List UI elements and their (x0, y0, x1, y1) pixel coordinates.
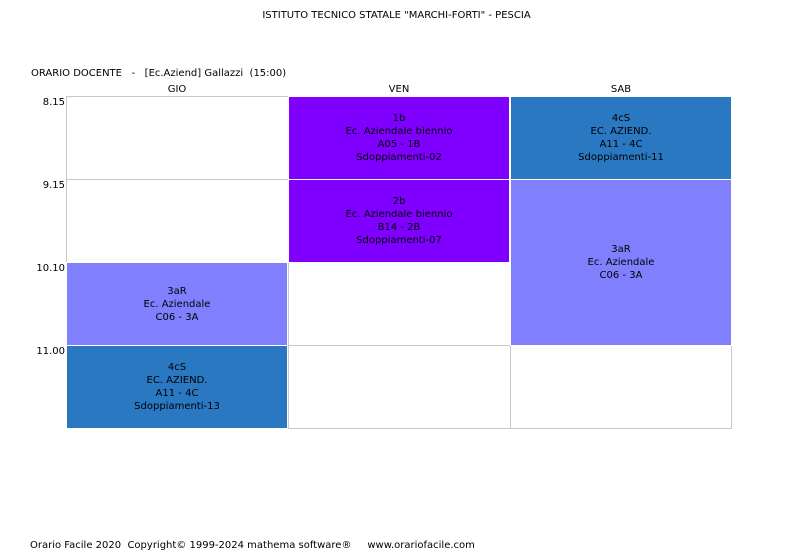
day-header-gio: GIO (167, 84, 187, 95)
footer-copyright: Orario Facile 2020 Copyright© 1999-2024 … (30, 540, 475, 551)
lesson-room: C06 - 3A (599, 270, 643, 281)
lesson-subject: Ec. Aziendale biennio (345, 209, 453, 220)
lesson-class: 3aR (167, 285, 187, 297)
lesson-class: 2b (392, 196, 406, 207)
lesson-gio-3[interactable]: 3aR Ec. Aziendale C06 - 3A (66, 262, 288, 346)
teacher-schedule-title: ORARIO DOCENTE - [Ec.Aziend] Gallazzi (1… (31, 68, 287, 79)
lesson-group: Sdoppiamenti-13 (134, 401, 220, 412)
lesson-class: 1b (392, 113, 406, 124)
lesson-sab-2[interactable]: 3aR Ec. Aziendale C06 - 3A (510, 179, 732, 346)
lesson-room: B14 - 2B (377, 222, 421, 233)
lesson-room: A05 - 1B (377, 139, 421, 150)
lesson-room: A11 - 4C (155, 388, 199, 399)
lesson-class: 4cS (167, 362, 187, 373)
time-label-3: 10.10 (36, 263, 65, 274)
lesson-ven-2[interactable]: 2b Ec. Aziendale biennio B14 - 2B Sdoppi… (288, 179, 510, 263)
lesson-group: Sdoppiamenti-02 (356, 152, 442, 163)
grid-line-row (66, 345, 732, 346)
lesson-class: 4cS (611, 113, 631, 124)
day-header-sab: SAB (610, 84, 632, 95)
time-label-4: 11.00 (36, 346, 65, 357)
lesson-subject: Ec. Aziendale biennio (345, 126, 453, 137)
lesson-sab-1[interactable]: 4cS EC. AZIEND. A11 - 4C Sdoppiamenti-11 (510, 96, 732, 180)
day-header-ven: VEN (388, 84, 410, 95)
lesson-class: 3aR (611, 244, 631, 255)
time-label-1: 8.15 (42, 97, 65, 108)
lesson-room: C06 - 3A (155, 311, 199, 323)
lesson-room: A11 - 4C (599, 139, 643, 150)
time-label-2: 9.15 (42, 180, 65, 191)
lesson-subject: Ec. Aziendale (143, 298, 211, 310)
lesson-group: Sdoppiamenti-07 (356, 235, 442, 246)
lesson-gio-4[interactable]: 4cS EC. AZIEND. A11 - 4C Sdoppiamenti-13 (66, 345, 288, 429)
lesson-subject: Ec. Aziendale (587, 257, 655, 268)
school-title: ISTITUTO TECNICO STATALE "MARCHI-FORTI" … (262, 10, 531, 21)
lesson-ven-1[interactable]: 1b Ec. Aziendale biennio A05 - 1B Sdoppi… (288, 96, 510, 180)
lesson-subject: EC. AZIEND. (146, 375, 208, 386)
lesson-subject: EC. AZIEND. (590, 126, 652, 137)
lesson-group: Sdoppiamenti-11 (578, 152, 664, 163)
timetable-grid: 1b Ec. Aziendale biennio A05 - 1B Sdoppi… (66, 96, 732, 429)
